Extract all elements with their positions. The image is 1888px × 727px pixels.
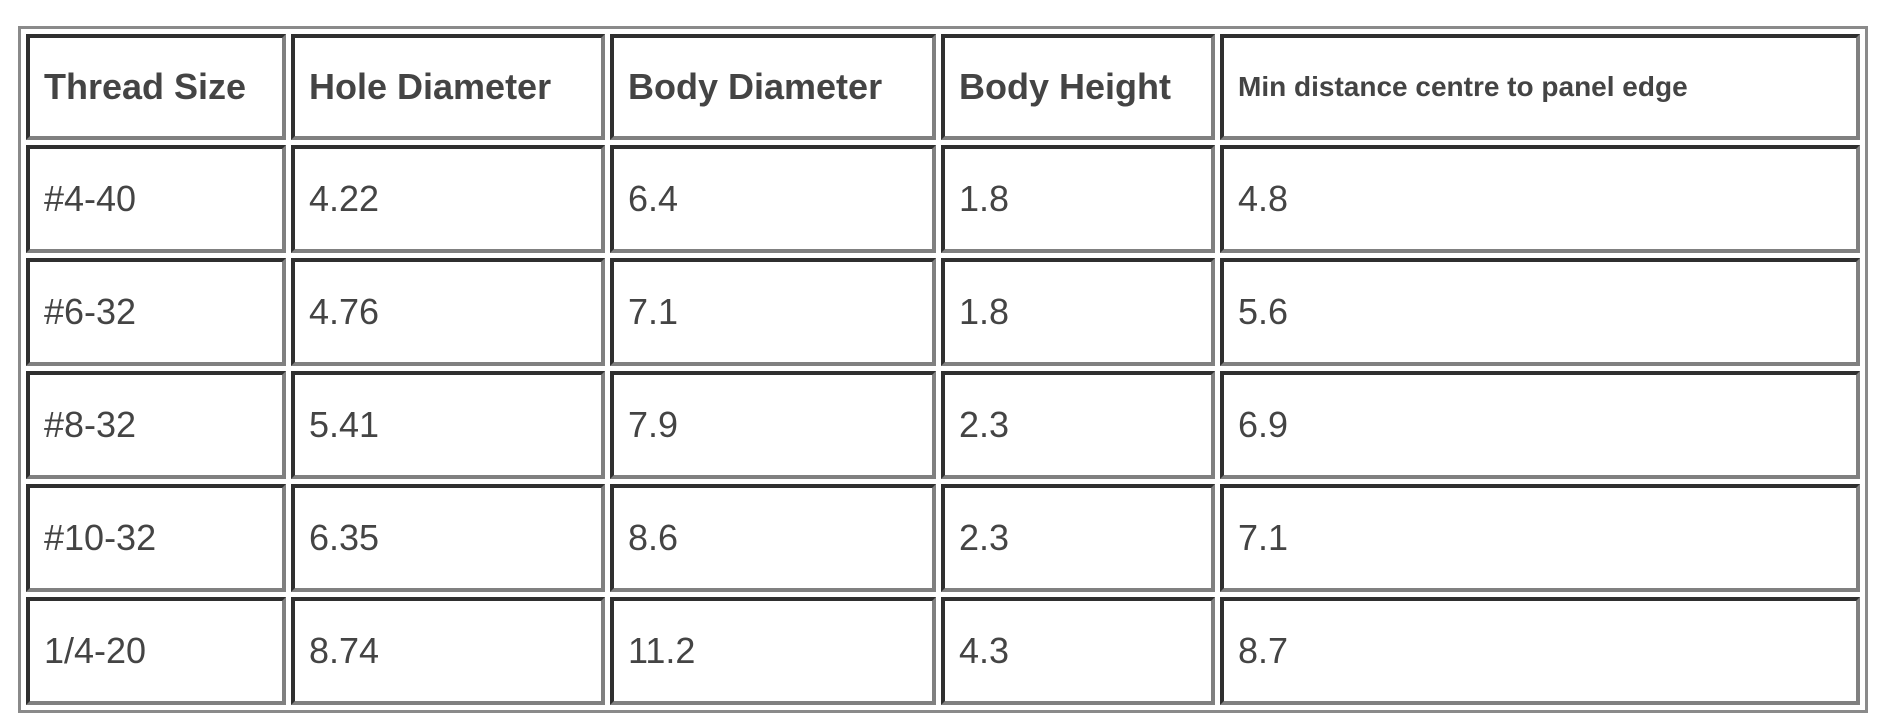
thread-size-table: Thread Size Hole Diameter Body Diameter … <box>18 26 1868 713</box>
cell-body-diameter: 11.2 <box>610 597 936 705</box>
cell-hole-diameter: 4.22 <box>291 145 605 253</box>
cell-min-distance: 5.6 <box>1220 258 1860 366</box>
header-body-diameter: Body Diameter <box>610 34 936 140</box>
cell-thread-size: #6-32 <box>26 258 286 366</box>
cell-body-height: 2.3 <box>941 371 1215 479</box>
cell-thread-size: #8-32 <box>26 371 286 479</box>
cell-min-distance: 8.7 <box>1220 597 1860 705</box>
cell-body-diameter: 7.1 <box>610 258 936 366</box>
cell-thread-size: #4-40 <box>26 145 286 253</box>
cell-body-diameter: 6.4 <box>610 145 936 253</box>
cell-body-height: 4.3 <box>941 597 1215 705</box>
cell-body-height: 2.3 <box>941 484 1215 592</box>
table-row: #4-40 4.22 6.4 1.8 4.8 <box>26 145 1860 253</box>
cell-min-distance: 6.9 <box>1220 371 1860 479</box>
table-row: #8-32 5.41 7.9 2.3 6.9 <box>26 371 1860 479</box>
cell-hole-diameter: 4.76 <box>291 258 605 366</box>
cell-hole-diameter: 8.74 <box>291 597 605 705</box>
cell-body-height: 1.8 <box>941 258 1215 366</box>
cell-min-distance: 4.8 <box>1220 145 1860 253</box>
header-min-distance: Min distance centre to panel edge <box>1220 34 1860 140</box>
table-row: #6-32 4.76 7.1 1.8 5.6 <box>26 258 1860 366</box>
cell-body-diameter: 8.6 <box>610 484 936 592</box>
header-body-height: Body Height <box>941 34 1215 140</box>
cell-thread-size: 1/4-20 <box>26 597 286 705</box>
cell-body-diameter: 7.9 <box>610 371 936 479</box>
header-row: Thread Size Hole Diameter Body Diameter … <box>26 34 1860 140</box>
header-thread-size: Thread Size <box>26 34 286 140</box>
cell-hole-diameter: 6.35 <box>291 484 605 592</box>
table-row: #10-32 6.35 8.6 2.3 7.1 <box>26 484 1860 592</box>
cell-thread-size: #10-32 <box>26 484 286 592</box>
cell-min-distance: 7.1 <box>1220 484 1860 592</box>
cell-body-height: 1.8 <box>941 145 1215 253</box>
table-row: 1/4-20 8.74 11.2 4.3 8.7 <box>26 597 1860 705</box>
header-hole-diameter: Hole Diameter <box>291 34 605 140</box>
cell-hole-diameter: 5.41 <box>291 371 605 479</box>
